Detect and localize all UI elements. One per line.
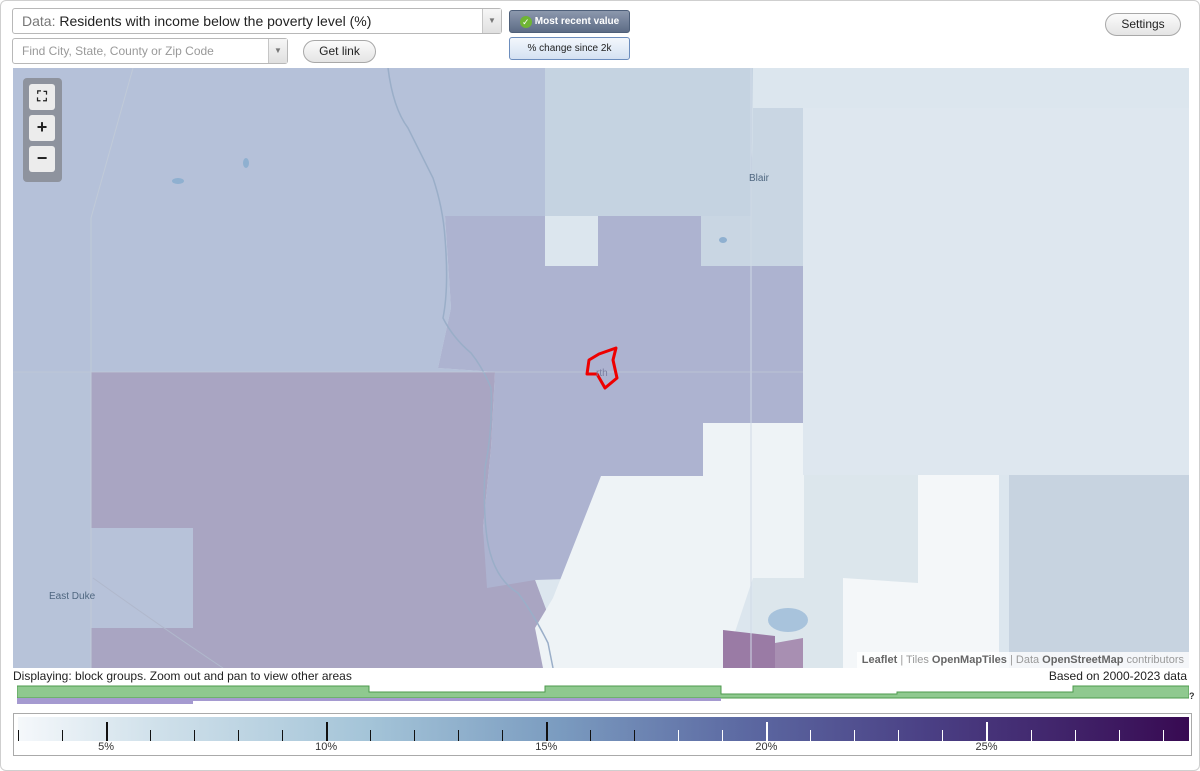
map-attribution: Leaflet | Tiles OpenMapTiles | Data Open… [856,652,1189,668]
history-purple-band[interactable] [17,698,193,704]
legend-tick [678,730,680,741]
legend-tick [414,730,416,741]
check-icon: ✓ [519,16,532,28]
display-status: Displaying: block groups. Zoom out and p… [13,669,352,683]
get-link-button[interactable]: Get link [303,40,376,63]
region-west-pocket[interactable] [91,528,193,628]
region-south-light[interactable] [535,423,804,668]
legend-tick [986,722,989,741]
legend-tick [282,730,284,741]
percent-change-toggle[interactable]: % change since 2k [509,37,630,60]
chevron-down-icon[interactable]: ▼ [482,9,501,33]
river [387,68,554,668]
attribution-sep2: | Data [1006,654,1043,666]
data-select-value: Residents with income below the poverty … [59,13,372,29]
legend-tick [898,730,900,741]
chevron-down-icon[interactable]: ▼ [268,39,287,63]
legend-label: 25% [975,741,998,753]
region-southeast[interactable] [1009,475,1189,668]
pond [719,237,727,243]
openmaptiles-link[interactable]: OpenMapTiles [931,654,1007,666]
legend-label: 5% [98,741,114,753]
location-search-input[interactable] [13,39,263,63]
legend-tick [502,730,504,741]
pond [243,158,249,168]
legend-label: 15% [535,741,558,753]
legend-tick [634,730,636,741]
legend-tick [1162,730,1164,741]
legend-tick [238,730,240,741]
openstreetmap-link[interactable]: OpenStreetMap [1042,654,1124,666]
place-label-blair: Blair [749,173,770,184]
legend-tick [458,730,460,741]
region-town[interactable] [843,423,999,668]
region-far-west[interactable] [13,372,91,668]
legend-tick [766,722,769,741]
region-northeast[interactable] [803,108,1189,475]
legend-tick [942,730,944,741]
region-central[interactable] [438,216,804,668]
zoom-controls: ⛶ + − [23,78,62,182]
history-chart[interactable] [17,684,1189,712]
choropleth-layer[interactable] [13,68,1189,668]
zoom-in-button[interactable]: + [29,115,55,141]
legend-gradient [18,717,1189,741]
location-search[interactable]: ▼ [12,38,288,64]
leaflet-link[interactable]: Leaflet [861,654,898,666]
fullscreen-icon[interactable]: ⛶ [29,84,55,110]
data-range: Based on 2000-2023 data [1048,669,1187,683]
legend-tick [326,722,329,741]
data-select-prefix: Data: [22,13,56,29]
selected-area-outline[interactable] [585,346,619,390]
legend-tick [722,730,724,741]
history-green-band[interactable] [17,685,1189,699]
region-southwest[interactable] [91,372,559,668]
attribution-tail: contributors [1123,654,1184,666]
legend-tick [854,730,856,741]
attribution-sep1: | Tiles [897,654,932,666]
color-legend: 5% 10% 15% 20% 25% [13,713,1192,756]
lake [768,608,808,632]
legend-tick [1074,730,1076,741]
settings-button[interactable]: Settings [1105,13,1181,36]
road-southwest [92,577,224,668]
legend-label: 20% [755,741,778,753]
legend-tick [62,730,64,741]
history-purple-band-2[interactable] [193,698,721,701]
place-label-east-duke: East Duke [49,591,96,602]
region-high-poverty[interactable] [723,630,775,668]
road-west [90,68,134,668]
zoom-out-button[interactable]: − [29,146,55,172]
legend-tick [150,730,152,741]
legend-tick [106,722,109,741]
map-view[interactable]: Blair East Duke rth ⛶ + − Leaflet | Tile… [13,68,1189,668]
most-recent-value-label: Most recent value [534,16,620,27]
legend-tick [810,730,812,741]
legend-tick [370,730,372,741]
most-recent-value-toggle[interactable]: ✓ Most recent value [509,10,630,33]
legend-tick [18,730,19,741]
legend-label: 10% [315,741,338,753]
region-high-poverty-2[interactable] [775,638,803,668]
legend-tick [194,730,196,741]
legend-tick [1030,730,1032,741]
pond [172,178,184,184]
region-blair[interactable] [701,108,803,266]
legend-tick [546,722,549,741]
help-icon[interactable]: ? [1189,691,1195,701]
legend-tick [590,730,592,741]
legend-tick [1118,730,1120,741]
data-select[interactable]: Data: Residents with income below the po… [12,8,502,34]
place-label-north: rth [596,368,608,379]
